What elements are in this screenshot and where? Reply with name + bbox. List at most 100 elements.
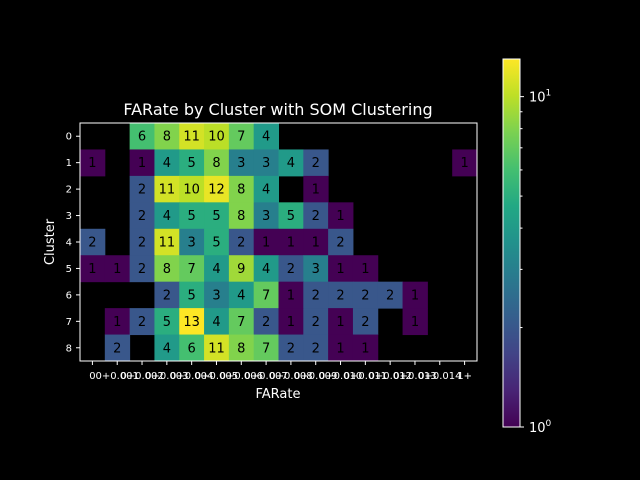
heatmap-cell [328,308,354,336]
heatmap-cell [253,334,279,362]
x-tick-label: 0+0.008 [269,371,312,382]
x-tick-label: 0 [89,371,95,382]
cell-value-label: 4 [262,183,270,198]
x-tick-label: 0+0.006 [220,371,263,382]
cell-value-label: 2 [386,288,394,303]
heatmap-cell [328,255,354,283]
heatmap-cell [278,228,304,256]
colorbar-ticks: 100 101 [520,89,552,436]
cell-labels: 6 8 11 10 7 41 1 4 5 8 3 3 4 2 12 11 10 12 8 4 12 4 5 5 8 3 5 2 12 2 1… [88,130,468,357]
heatmap-cell [179,202,205,230]
cell-value-label: 3 [262,156,270,171]
y-ticks: 0 1 2 3 4 5 6 7 8 [66,132,80,354]
cell-value-label: 8 [237,183,245,198]
heatmap-cell [104,334,131,362]
heatmap-cell [179,281,205,309]
colorbar-tick-label: 101 [529,89,551,106]
x-tick-label: 0+0.002 [120,371,163,382]
heatmap-cell [154,202,180,230]
x-tick-label: 0+0.014 [418,371,461,382]
cell-value-label: 6 [138,130,146,145]
x-tick-label: 0+0.004 [170,371,213,382]
cell-value-label: 1 [287,315,295,330]
cell-value-label: 2 [361,315,369,330]
cell-value-label: 2 [336,236,344,251]
x-tick-label: 0+0.003 [145,371,188,382]
cell-value-label: 6 [188,341,196,356]
heatmap-cell [278,334,304,362]
heatmap-cell [204,202,230,230]
y-tick-label: 6 [66,290,72,301]
chart-title: FARate by Cluster with SOM Clustering [123,100,432,119]
cell-value-label: 4 [163,341,171,356]
cell-value-label: 1 [88,156,96,171]
cell-value-label: 7 [237,130,245,145]
x-tick-label: 0+0.007 [244,371,287,382]
heatmap-cell [179,228,205,256]
heatmap-cell [204,255,230,283]
cell-value-label: 11 [159,236,176,251]
cell-value-label: 2 [312,315,320,330]
heatmap-cell [228,334,255,362]
cell-value-label: 8 [163,130,171,145]
cell-value-label: 3 [312,262,320,277]
cell-value-label: 2 [138,236,146,251]
heatmap-cell [154,281,180,309]
cell-value-label: 5 [212,236,220,251]
heatmap-cell [303,281,329,309]
heatmap-cell [253,228,279,256]
x-tick-label: 0+0.010 [319,371,362,382]
cell-value-label: 13 [183,315,200,330]
cell-value-label: 1 [336,209,344,224]
y-tick-label: 7 [66,317,72,328]
heatmap-cell [303,202,329,230]
heatmap-cell [154,228,180,256]
heatmap-cell [253,123,279,150]
y-tick-label: 8 [66,343,72,354]
heatmap-cell [179,123,205,150]
heatmap-cell [328,281,354,309]
cell-value-label: 8 [163,262,171,277]
cell-value-label: 1 [312,183,320,198]
cell-value-label: 1 [287,236,295,251]
cell-value-label: 2 [312,288,320,303]
heatmap-cell [204,123,230,150]
cell-value-label: 5 [163,315,171,330]
heatmap-cell [303,334,329,362]
cell-value-label: 1 [312,236,320,251]
cell-value-label: 4 [163,156,171,171]
heatmap-cells [80,123,478,362]
cell-value-label: 2 [88,236,96,251]
heatmap-cell [253,281,279,309]
colorbar-tick-label: 100 [529,419,552,436]
heatmap-cell [179,175,205,203]
cell-value-label: 1 [411,315,419,330]
heatmap-cell [104,255,131,283]
heatmap-cell [352,334,379,362]
cell-value-label: 2 [113,341,121,356]
heatmap-cell [129,123,155,150]
heatmap-cell [303,149,329,177]
heatmap-cell [129,255,155,283]
cell-value-label: 2 [262,315,270,330]
cell-value-label: 2 [237,236,245,251]
heatmap-cell [253,175,279,203]
heatmap-cell [154,123,180,150]
cell-value-label: 8 [237,341,245,356]
heatmap-cell [129,149,155,177]
heatmap-cell [228,149,255,177]
cell-value-label: 1 [262,236,270,251]
x-tick-label: 0+0.001 [96,371,139,382]
cell-value-label: 4 [212,262,220,277]
cell-value-label: 2 [312,156,320,171]
cell-value-label: 2 [336,288,344,303]
cell-value-label: 1 [138,156,146,171]
colorbar [502,58,521,428]
cell-value-label: 8 [212,156,220,171]
y-tick-label: 2 [66,185,72,196]
heatmap-cell [228,308,255,336]
heatmap-cell [204,175,230,203]
cell-value-label: 4 [287,156,295,171]
heatmap-cell [278,202,304,230]
